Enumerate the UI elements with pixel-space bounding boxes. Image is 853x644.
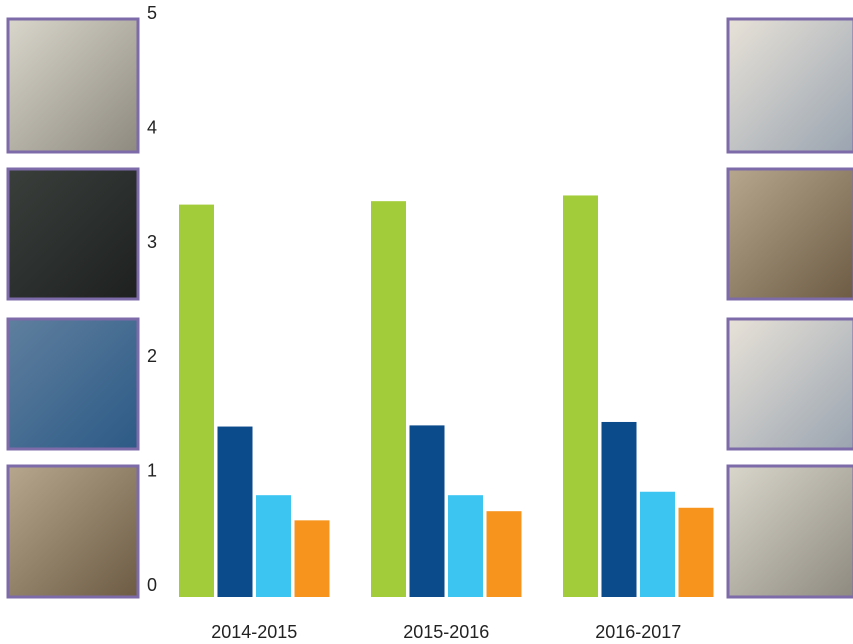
bar [678,507,714,597]
bar [294,520,330,597]
bar [486,511,522,597]
y-tick-label: 5 [147,3,157,23]
y-tick-label: 0 [147,575,157,595]
photo [6,17,140,154]
y-tick-label: 3 [147,232,157,252]
photo [726,464,853,599]
bar [217,426,253,597]
bar [409,425,445,597]
y-tick-label: 1 [147,461,157,481]
photo [6,464,140,599]
bar [371,201,406,597]
photo [6,167,140,301]
bar [563,195,598,597]
photo [726,167,853,301]
bar [640,491,675,597]
bar [601,421,637,597]
photo [6,317,140,451]
x-tick-label: 2015-2016 [403,622,489,642]
bar [179,204,214,597]
bar [256,495,291,597]
x-tick-label: 2014-2015 [211,622,297,642]
bar [448,495,483,597]
y-tick-label: 2 [147,346,157,366]
x-tick-label: 2016-2017 [595,622,681,642]
photos [6,17,853,599]
y-tick-label: 4 [147,117,157,137]
photo [726,17,853,154]
photo [726,317,853,451]
